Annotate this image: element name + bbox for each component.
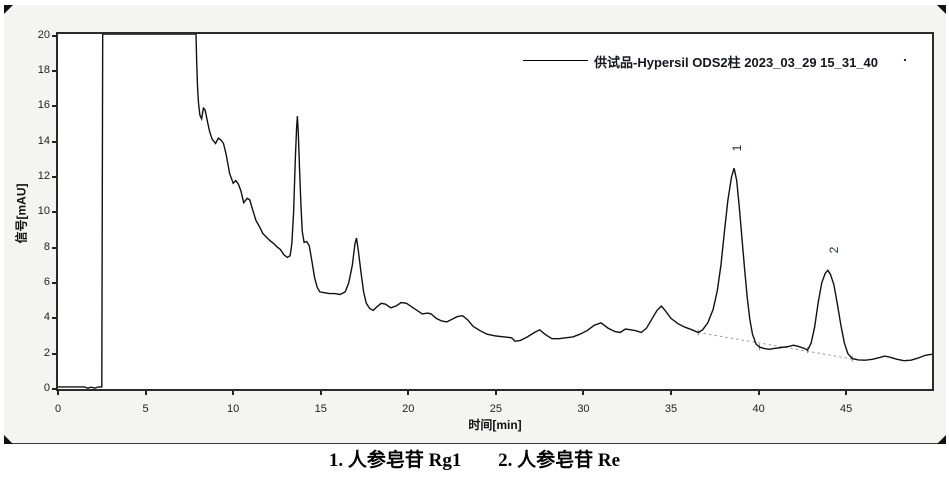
y-tick-mark bbox=[52, 34, 57, 37]
x-tick-label: 40 bbox=[752, 403, 765, 415]
y-tick-mark bbox=[52, 70, 57, 73]
y-tick-mark bbox=[52, 388, 57, 390]
y-tick-label: 4 bbox=[43, 311, 50, 324]
y-tick-label: 18 bbox=[37, 64, 50, 77]
y-tick-label: 14 bbox=[37, 134, 50, 147]
y-tick-mark bbox=[52, 176, 57, 179]
y-tick-mark bbox=[52, 282, 57, 285]
y-tick-mark bbox=[52, 317, 57, 320]
y-tick-mark bbox=[52, 105, 57, 108]
chromatogram-curve-canvas bbox=[58, 34, 932, 389]
peak-label-1: 1 bbox=[729, 144, 744, 152]
y-tick-label: 2 bbox=[43, 346, 50, 359]
y-tick-label: 20 bbox=[37, 28, 50, 41]
y-tick-label: 6 bbox=[43, 276, 50, 289]
x-axis-title: 时间[min] bbox=[468, 418, 522, 432]
plot-area bbox=[56, 32, 934, 391]
x-tick-mark bbox=[582, 391, 585, 395]
y-tick-mark bbox=[52, 140, 57, 143]
caption-peak1: 1. 人参皂苷 Rg1 bbox=[328, 450, 462, 471]
selection-corner-top-left-icon bbox=[4, 5, 13, 14]
peak-label-2: 2 bbox=[826, 246, 841, 254]
legend-series-label: 供试品-Hypersil ODS2柱 2023_03_29 15_31_40 bbox=[594, 55, 879, 70]
x-tick-label: 10 bbox=[227, 403, 240, 415]
x-tick-mark bbox=[494, 391, 497, 395]
x-tick-mark bbox=[57, 391, 59, 395]
x-tick-label: 5 bbox=[142, 403, 149, 415]
y-tick-mark bbox=[52, 352, 57, 355]
y-tick-label: 0 bbox=[43, 382, 50, 394]
selection-corner-top-right-icon bbox=[937, 5, 946, 14]
x-tick-label: 30 bbox=[577, 403, 590, 415]
x-tick-label: 0 bbox=[54, 403, 62, 415]
y-tick-label: 8 bbox=[43, 240, 50, 253]
integration-baseline bbox=[698, 331, 853, 360]
y-tick-mark bbox=[52, 211, 57, 214]
legend-trailing-dot: . bbox=[903, 48, 907, 64]
x-tick-label: 20 bbox=[402, 403, 415, 415]
x-tick-label: 25 bbox=[489, 403, 502, 415]
selection-corner-bottom-right-icon bbox=[937, 435, 946, 444]
x-tick-label: 15 bbox=[314, 403, 327, 415]
y-tick-mark bbox=[52, 246, 57, 249]
x-tick-mark bbox=[670, 391, 673, 395]
y-axis-title: 信号[mAU] bbox=[14, 183, 29, 244]
x-tick-mark bbox=[757, 391, 760, 395]
selection-corner-bottom-left-icon bbox=[4, 435, 13, 444]
caption-peak2: 2. 人参皂苷 Re bbox=[498, 450, 621, 471]
signal-curve bbox=[58, 34, 932, 389]
y-tick-label: 16 bbox=[37, 99, 50, 112]
x-tick-label: 45 bbox=[840, 403, 853, 415]
x-tick-mark bbox=[845, 391, 848, 395]
figure-caption: 1. 人参皂苷 Rg1 2. 人参皂苷 Re bbox=[0, 445, 949, 472]
x-tick-mark bbox=[144, 391, 147, 395]
x-tick-mark bbox=[232, 391, 235, 395]
legend-line-sample bbox=[523, 60, 588, 61]
y-tick-label: 10 bbox=[37, 205, 50, 218]
x-tick-mark bbox=[319, 391, 322, 395]
y-tick-label: 12 bbox=[37, 170, 50, 183]
x-tick-mark bbox=[407, 391, 410, 395]
x-tick-label: 35 bbox=[664, 403, 678, 415]
